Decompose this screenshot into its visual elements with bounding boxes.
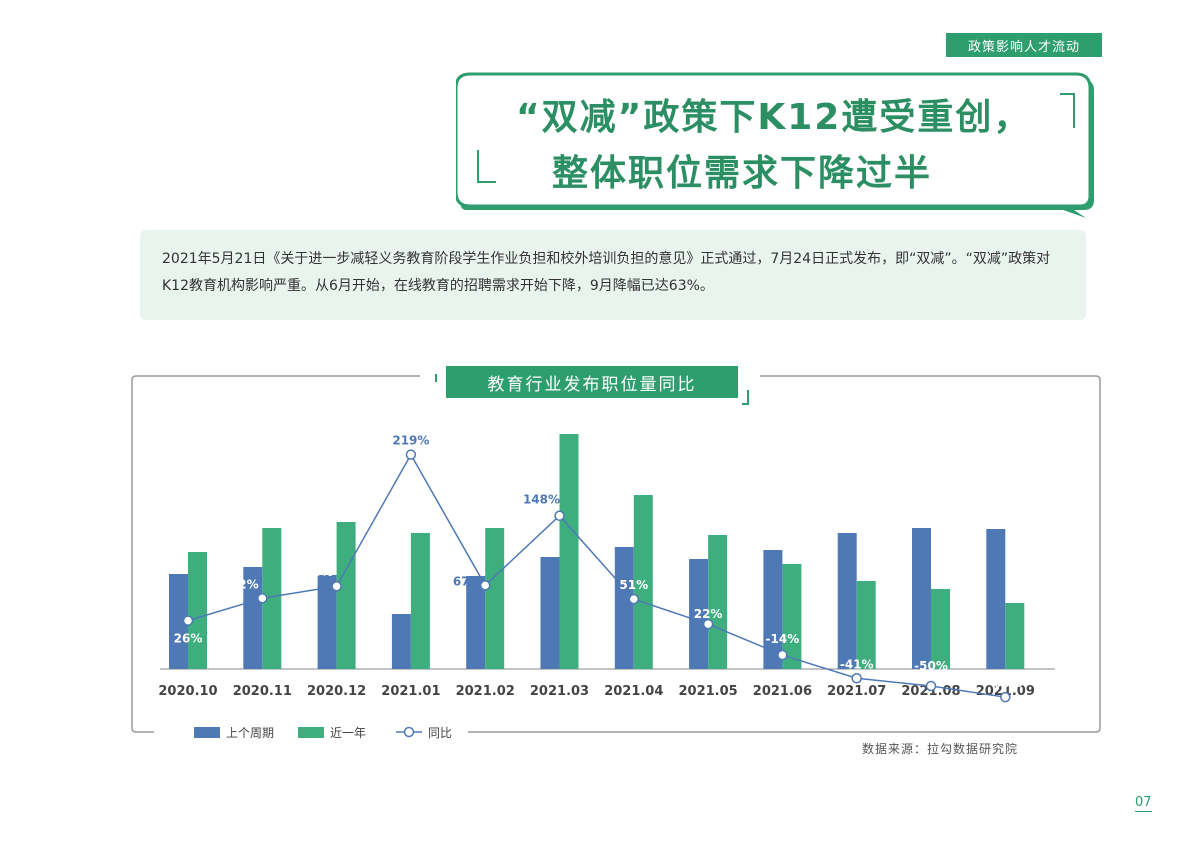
- bar-last-year: [708, 535, 728, 669]
- bar-previous-period: [540, 557, 560, 669]
- x-tick-label: 2021.06: [753, 684, 812, 699]
- yoy-data-label: 22%: [694, 607, 723, 621]
- headline-line-1: “双减”政策下K12遭受重创，: [516, 97, 1032, 138]
- section-tag: 政策影响人才流动: [946, 33, 1102, 57]
- bar-previous-period: [391, 614, 411, 669]
- chart-frame: [131, 374, 1101, 733]
- bar-previous-period: [243, 567, 263, 669]
- headline-callout: “双减”政策下K12遭受重创， 整体职位需求下降过半: [456, 72, 1101, 220]
- bar-previous-period: [912, 528, 931, 669]
- x-tick-label: 2020.11: [233, 684, 292, 699]
- chart-title: 教育行业发布职位量同比: [446, 366, 738, 398]
- yoy-point: [702, 618, 714, 630]
- x-tick-label: 2021.07: [827, 684, 886, 699]
- bar-previous-period: [689, 559, 709, 669]
- bar-last-year: [931, 589, 950, 669]
- legend-label-previous-period: 上个周期: [226, 726, 274, 740]
- speech-bubble-frame: [456, 72, 1094, 218]
- yoy-data-label: 66%: [304, 565, 333, 579]
- yoy-point: [1000, 691, 1011, 703]
- legend-swatch-previous-period: [194, 727, 220, 738]
- yoy-data-label: -50%: [914, 659, 948, 673]
- yoy-data-label: -14%: [766, 632, 800, 646]
- headline-line-2: 整体职位需求下降过半: [552, 153, 933, 194]
- bar-previous-period: [614, 547, 634, 669]
- yoy-point: [554, 510, 565, 521]
- bar-previous-period: [466, 576, 486, 669]
- yoy-point: [257, 593, 268, 604]
- bar-last-year: [782, 564, 802, 669]
- bar-last-year: [559, 434, 579, 669]
- bar-previous-period: [763, 550, 783, 669]
- x-tick-label: 2021.01: [381, 684, 440, 699]
- yoy-point: [331, 580, 342, 592]
- bar-previous-period: [317, 575, 337, 669]
- bar-last-year: [410, 533, 430, 669]
- x-tick-label: 2021.02: [456, 684, 515, 699]
- yoy-data-label: 51%: [619, 578, 648, 592]
- bar-last-year: [856, 581, 876, 669]
- yoy-data-label: 219%: [392, 434, 429, 448]
- yoy-point: [479, 580, 491, 591]
- yoy-data-label: 148%: [523, 493, 560, 507]
- legend-label-yoy: 同比: [428, 726, 452, 740]
- yoy-point: [628, 593, 640, 605]
- bar-previous-period: [169, 574, 188, 669]
- yoy-line: [187, 453, 1006, 698]
- yoy-point: [777, 649, 788, 661]
- data-source: 数据来源：拉勾数据研究院: [862, 742, 1019, 756]
- yoy-data-label: 52%: [230, 577, 259, 591]
- x-tick-label: 2021.05: [678, 684, 737, 699]
- intro-paragraph: 2021年5月21日《关于进一步减轻义务教育阶段学生作业负担和校外培训负担的意见…: [140, 230, 1086, 320]
- yoy-point: [851, 673, 862, 684]
- yoy-data-label: -41%: [840, 657, 874, 671]
- bar-previous-period: [986, 529, 1006, 669]
- page-number: 07: [1135, 795, 1152, 812]
- legend-marker-yoy: [403, 726, 415, 738]
- yoy-data-label: -63%: [988, 676, 1022, 690]
- yoy-data-label: 67%: [453, 574, 482, 588]
- bar-last-year: [633, 495, 653, 669]
- x-tick-label: 2021.04: [604, 684, 663, 699]
- x-tick-label: 2020.12: [307, 684, 366, 699]
- x-tick-label: 2021.03: [530, 684, 589, 699]
- bar-last-year: [336, 522, 356, 669]
- legend-swatch-last-year: [298, 727, 324, 738]
- bar-last-year: [262, 528, 282, 669]
- legend-label-last-year: 近一年: [330, 726, 366, 740]
- yoy-point: [405, 449, 417, 460]
- yoy-point: [925, 680, 937, 692]
- bar-last-year: [188, 552, 207, 669]
- bar-last-year: [485, 528, 505, 669]
- x-tick-label: 2020.10: [158, 684, 217, 699]
- yoy-point: [182, 615, 194, 626]
- yoy-data-label: 26%: [174, 632, 203, 646]
- bar-previous-period: [837, 533, 857, 669]
- bar-last-year: [1005, 603, 1025, 669]
